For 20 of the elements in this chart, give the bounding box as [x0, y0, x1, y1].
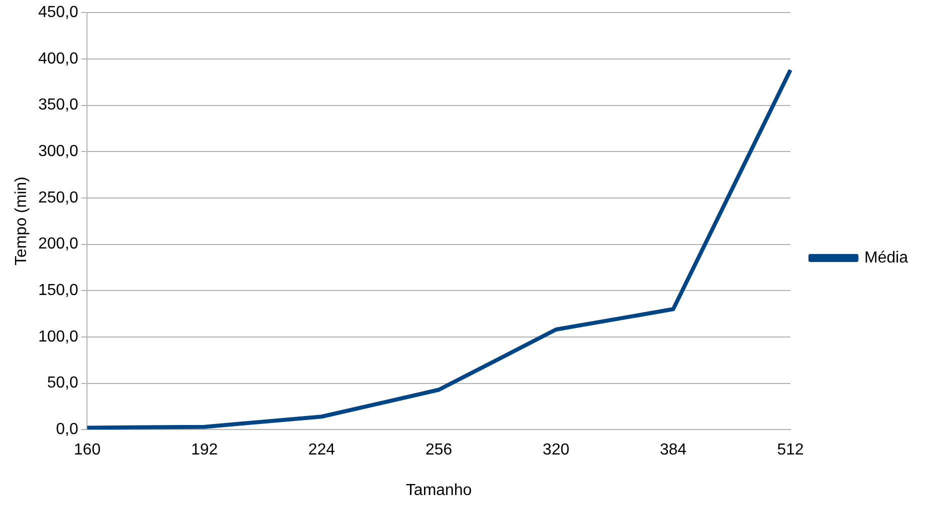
y-tick-label: 100,0 — [38, 328, 78, 346]
y-tick-label: 400,0 — [38, 50, 78, 68]
x-tick-label: 224 — [308, 442, 336, 459]
y-tick-label: 250,0 — [38, 189, 78, 206]
y-tick-label: 50,0 — [47, 374, 78, 392]
x-tick-label: 320 — [542, 442, 570, 459]
y-tick-label: 300,0 — [38, 143, 78, 160]
x-tick-label: 512 — [777, 442, 804, 459]
y-tick-label: 350,0 — [38, 96, 78, 114]
y-tick-label: 150,0 — [38, 282, 78, 300]
x-tick-label: 192 — [191, 442, 218, 459]
legend-label: Média — [864, 249, 908, 266]
y-tick-label: 200,0 — [38, 236, 78, 253]
y-tick-label: 450,0 — [38, 4, 78, 22]
x-axis-title: Tamanho — [406, 482, 472, 499]
y-axis-title: Tempo (min) — [13, 176, 30, 266]
x-tick-label: 384 — [660, 442, 687, 459]
y-tick-label: 0,0 — [56, 421, 78, 438]
x-tick-label: 256 — [425, 442, 452, 459]
x-tick-label: 160 — [74, 442, 101, 459]
